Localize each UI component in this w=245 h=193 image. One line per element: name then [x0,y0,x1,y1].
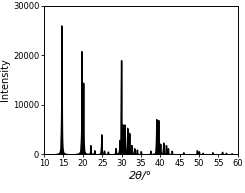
Y-axis label: Intensity: Intensity [0,59,10,102]
X-axis label: 2θ/°: 2θ/° [129,171,152,181]
